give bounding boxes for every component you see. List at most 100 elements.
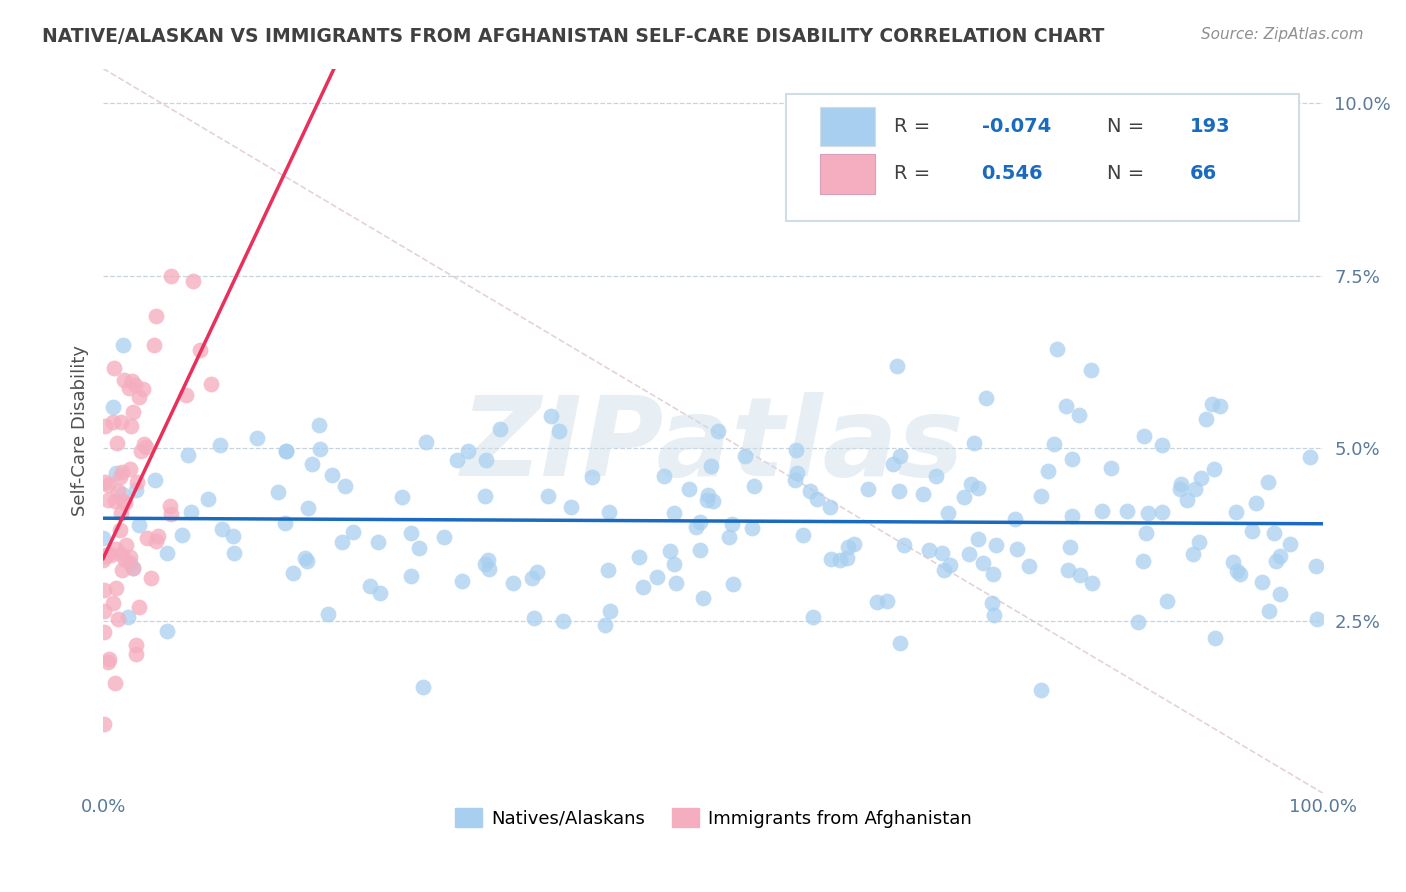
Point [276,443,298,458]
Point [1251,574,1274,589]
Point [806,491,828,506]
Point [931,546,953,560]
Point [97,493,120,508]
Point [433,530,456,544]
Point [93,624,115,639]
Point [316,607,339,621]
Point [1225,505,1247,519]
Point [174,388,197,402]
Point [103,360,125,375]
FancyBboxPatch shape [821,153,876,194]
Point [1029,489,1052,503]
Point [391,490,413,504]
Point [399,525,422,540]
Point [101,415,124,429]
Point [177,448,200,462]
Point [664,506,686,520]
Point [97,477,120,491]
Point [308,418,330,433]
Point [135,440,157,454]
Point [474,489,496,503]
Point [598,563,620,577]
Text: NATIVE/ALASKAN VS IMMIGRANTS FROM AFGHANISTAN SELF-CARE DISABILITY CORRELATION C: NATIVE/ALASKAN VS IMMIGRANTS FROM AFGHAN… [42,27,1105,45]
Point [696,492,718,507]
Point [974,391,997,405]
Point [121,374,143,388]
Point [399,569,422,583]
Text: R =: R = [894,164,936,183]
Point [112,494,135,508]
Point [111,563,134,577]
Point [1099,460,1122,475]
Point [125,647,148,661]
Point [734,449,756,463]
Point [1054,399,1077,413]
Text: -0.074: -0.074 [981,117,1050,136]
Point [1204,462,1226,476]
Point [1156,594,1178,608]
Point [1038,464,1060,478]
Point [103,400,125,414]
Legend: Natives/Alaskans, Immigrants from Afghanistan: Natives/Alaskans, Immigrants from Afghan… [447,801,979,835]
Point [107,483,129,498]
Point [934,563,956,577]
Point [197,492,219,507]
Point [953,490,976,504]
Point [155,546,177,560]
Point [820,551,842,566]
Point [983,567,1005,582]
Point [474,557,496,571]
Point [124,378,146,392]
Point [1208,399,1230,413]
Point [707,424,730,438]
Point [122,561,145,575]
Point [593,618,616,632]
Point [1059,541,1081,555]
Point [1115,504,1137,518]
Text: N =: N = [1107,164,1150,183]
Point [132,382,155,396]
Point [266,485,288,500]
Point [489,422,512,436]
Point [598,505,620,519]
Text: 193: 193 [1189,117,1230,136]
Point [412,680,434,694]
Point [628,549,651,564]
Point [294,551,316,566]
Point [799,483,821,498]
Point [652,468,675,483]
Point [1268,549,1291,564]
Point [1046,342,1069,356]
Point [139,571,162,585]
Point [1188,534,1211,549]
Point [918,543,941,558]
Point [103,596,125,610]
Point [415,435,437,450]
Text: 0.546: 0.546 [981,164,1043,183]
Point [132,437,155,451]
Point [114,495,136,509]
Point [104,466,127,480]
Point [160,268,183,283]
Point [685,520,707,534]
Point [477,553,499,567]
Point [967,481,990,495]
Point [866,595,889,609]
Point [678,482,700,496]
Point [1229,566,1251,581]
Point [1090,504,1112,518]
Point [1222,555,1244,569]
Point [211,522,233,536]
Point [222,546,245,560]
Point [118,556,141,570]
Point [540,409,562,424]
Point [110,547,132,561]
Point [553,614,575,628]
Point [911,486,934,500]
Point [1195,412,1218,426]
Point [457,444,479,458]
Point [924,469,946,483]
Point [159,500,181,514]
Point [93,604,115,618]
Point [785,443,807,458]
